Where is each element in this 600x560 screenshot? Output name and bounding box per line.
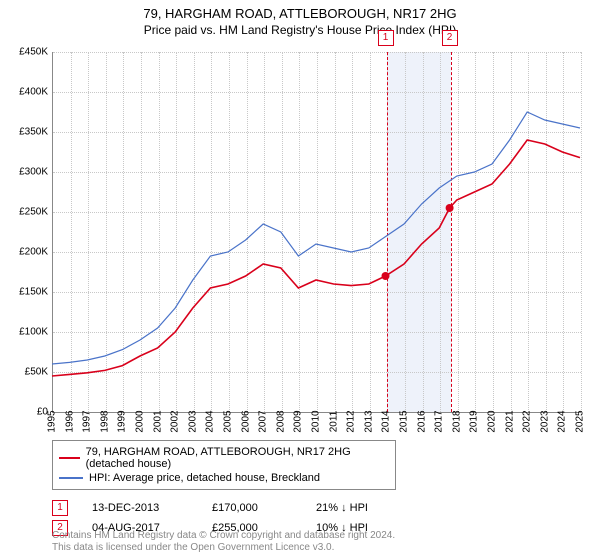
y-axis-label: £200K [19,247,48,258]
x-axis-label: 1999 [117,410,128,432]
chart-container: 79, HARGHAM ROAD, ATTLEBOROUGH, NR17 2HG… [0,0,600,560]
title-block: 79, HARGHAM ROAD, ATTLEBOROUGH, NR17 2HG… [0,0,600,38]
y-axis-label: £450K [19,47,48,58]
x-axis-label: 1996 [64,410,75,432]
sale-point-dot [446,204,454,212]
x-axis-label: 2001 [152,410,163,432]
sale-marker-box: 1 [378,30,394,46]
vgrid-line [581,52,582,412]
x-axis-label: 2018 [451,410,462,432]
x-axis-label: 2000 [135,410,146,432]
x-axis-label: 2023 [539,410,550,432]
y-axis-label: £400K [19,87,48,98]
sale-row: 1 13-DEC-2013 £170,000 21% ↓ HPI [52,498,580,518]
series-line [52,112,580,364]
x-axis-label: 2008 [275,410,286,432]
x-axis-label: 2012 [346,410,357,432]
x-axis-label: 2010 [311,410,322,432]
y-axis-label: £50K [25,367,48,378]
sale-marker-box: 2 [442,30,458,46]
x-axis-label: 1997 [82,410,93,432]
x-axis-label: 2005 [223,410,234,432]
x-axis-label: 2004 [205,410,216,432]
x-axis-label: 2020 [487,410,498,432]
y-axis-label: £350K [19,127,48,138]
sale-price: £170,000 [212,502,292,514]
legend-label: HPI: Average price, detached house, Brec… [89,472,320,484]
chart-lines [52,52,580,412]
x-axis-label: 2002 [170,410,181,432]
legend-row: 79, HARGHAM ROAD, ATTLEBOROUGH, NR17 2HG… [59,445,389,471]
x-axis-label: 2009 [293,410,304,432]
x-axis-label: 2014 [381,410,392,432]
legend-label: 79, HARGHAM ROAD, ATTLEBOROUGH, NR17 2HG… [86,446,389,470]
x-axis-label: 2007 [258,410,269,432]
x-axis-label: 2025 [575,410,586,432]
sale-date: 13-DEC-2013 [92,502,188,514]
legend-row: HPI: Average price, detached house, Brec… [59,471,389,485]
sale-index-box: 1 [52,500,68,516]
sale-point-dot [382,272,390,280]
x-axis-label: 1998 [99,410,110,432]
legend-block: 79, HARGHAM ROAD, ATTLEBOROUGH, NR17 2HG… [52,440,580,538]
legend-swatch [59,457,80,459]
x-axis-label: 2021 [504,410,515,432]
x-axis-label: 2015 [399,410,410,432]
x-axis-label: 2017 [434,410,445,432]
x-axis-label: 2024 [557,410,568,432]
y-axis-label: £250K [19,207,48,218]
x-axis-label: 2003 [187,410,198,432]
x-axis-label: 2013 [363,410,374,432]
title-line2: Price paid vs. HM Land Registry's House … [0,23,600,39]
series-line [52,140,580,376]
x-axis-label: 2016 [416,410,427,432]
x-axis-label: 2011 [328,411,339,433]
legend-box: 79, HARGHAM ROAD, ATTLEBOROUGH, NR17 2HG… [52,440,396,490]
sale-pct: 21% ↓ HPI [316,502,406,514]
legend-swatch [59,477,83,479]
x-axis-label: 2022 [522,410,533,432]
y-axis-label: £300K [19,167,48,178]
footnote: Contains HM Land Registry data © Crown c… [52,530,395,554]
y-axis-label: £150K [19,287,48,298]
title-line1: 79, HARGHAM ROAD, ATTLEBOROUGH, NR17 2HG [0,6,600,23]
x-axis-label: 2019 [469,410,480,432]
footnote-line1: Contains HM Land Registry data © Crown c… [52,530,395,542]
x-axis-label: 1995 [47,410,58,432]
chart-area: £0£50K£100K£150K£200K£250K£300K£350K£400… [52,52,580,412]
x-axis-label: 2006 [240,410,251,432]
y-axis-label: £100K [19,327,48,338]
footnote-line2: This data is licensed under the Open Gov… [52,542,395,554]
